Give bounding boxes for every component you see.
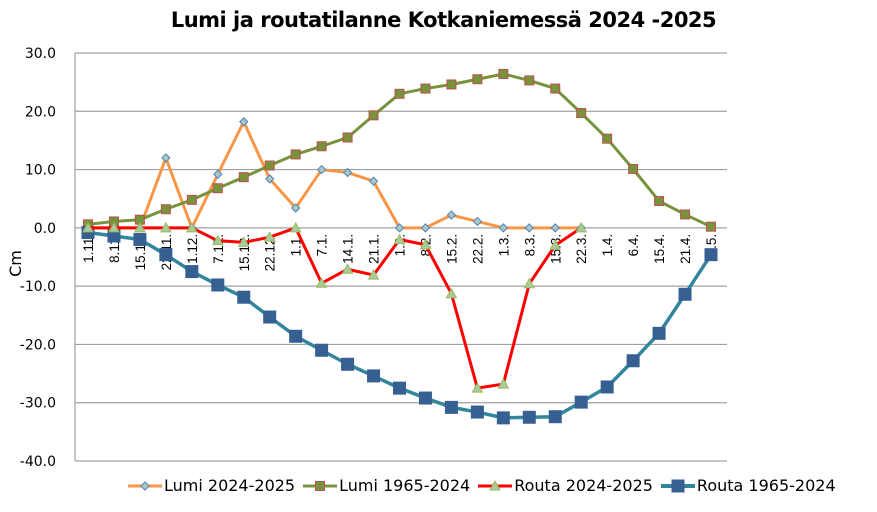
x-tick-label: 6.4.	[626, 234, 641, 257]
legend-label: Lumi 2024-2025	[164, 476, 296, 495]
x-tick-label: 22.3.	[574, 234, 589, 264]
x-tick-label: 7.1.	[315, 234, 330, 257]
legend-item: Lumi 2024-2025	[128, 476, 295, 495]
x-tick-label: 22.12.	[263, 234, 278, 272]
legend-item: Routa 2024-2025	[478, 476, 653, 495]
x-tick-label: 1.4.	[600, 234, 615, 257]
legend-marker-icon	[660, 479, 695, 492]
y-axis-ticks: 30.0 20.0 10.0 0.0 -10.0 -20.0 -30.0 -40.0	[20, 46, 56, 470]
series-lumi-2024-2025	[83, 117, 586, 233]
x-tick-label: 15.2.	[444, 234, 459, 264]
x-axis-ticks: 1.11.8.11.15.11.22.11.1.12.7.12.15.12.22…	[81, 234, 719, 272]
chart-title: Lumi ja routatilanne Kotkaniemessä 2024 …	[170, 8, 717, 32]
x-tick-label: 1.3.	[496, 234, 511, 257]
legend-item: Routa 1965-2024	[660, 476, 836, 495]
x-tick-label: 15.4.	[652, 234, 667, 264]
data-series	[81, 68, 718, 425]
y-tick-label: 20.0	[25, 104, 56, 120]
series-routa-2024-2025	[82, 221, 588, 393]
legend-marker-icon	[478, 479, 513, 490]
legend-label: Routa 2024-2025	[514, 476, 653, 495]
legend: Lumi 2024-2025 Lumi 1965-2024 Routa 2024-2…	[128, 476, 836, 495]
y-tick-label: -20.0	[20, 337, 56, 353]
x-tick-label: 21.4.	[678, 234, 693, 264]
legend-marker-icon	[303, 480, 338, 491]
y-tick-label: -10.0	[20, 279, 56, 295]
x-tick-label: 22.2.	[470, 234, 485, 264]
legend-label: Routa 1965-2024	[696, 476, 836, 495]
x-tick-label: 1.11.	[81, 234, 96, 263]
y-tick-label: 30.0	[25, 46, 56, 62]
series-routa-1965-2024	[81, 226, 718, 425]
y-tick-label: -40.0	[20, 454, 56, 470]
x-tick-label: 1.12.	[185, 234, 200, 264]
y-tick-label: 10.0	[25, 163, 56, 179]
x-tick-label: 21.1.	[367, 234, 382, 264]
y-tick-label: 0.0	[34, 221, 56, 237]
y-tick-label: -30.0	[20, 396, 56, 412]
legend-marker-icon	[128, 480, 162, 491]
series-lumi-1965-2024	[83, 68, 716, 232]
legend-label: Lumi 1965-2024	[339, 476, 471, 495]
x-tick-label: 8.3.	[522, 234, 537, 257]
x-tick-label: 14.1.	[341, 234, 356, 264]
legend-item: Lumi 1965-2024	[303, 476, 470, 495]
